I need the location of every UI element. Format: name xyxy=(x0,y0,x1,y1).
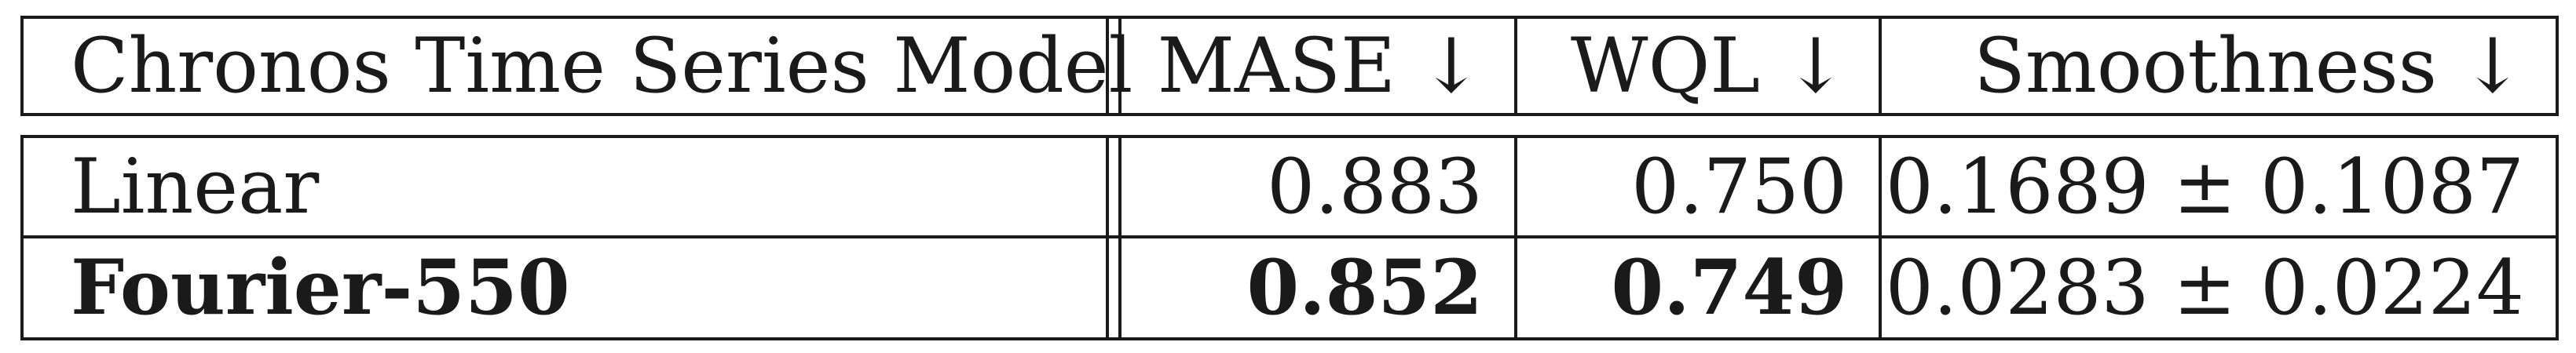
body-top-border xyxy=(20,135,2559,138)
header-bottom-border xyxy=(20,113,2559,116)
row-fourier-wql: 0.749 xyxy=(1611,243,1847,332)
row-fourier-smoothness: 0.0283 ± 0.0224 xyxy=(1885,244,2524,332)
row-separator xyxy=(20,235,2559,238)
double-rule-a-body xyxy=(1106,135,1109,340)
row-fourier-mase: 0.852 xyxy=(1246,243,1483,332)
right-border-header xyxy=(2556,16,2559,116)
double-rule-b-header xyxy=(1118,16,1122,116)
double-rule-b-body xyxy=(1118,135,1122,340)
double-rule-a-header xyxy=(1106,16,1109,116)
left-border-body xyxy=(20,135,24,340)
row-linear-smoothness: 0.1689 ± 0.1087 xyxy=(1885,143,2524,231)
col-divider-1-body xyxy=(1514,135,1517,340)
col-divider-2-body xyxy=(1879,135,1882,340)
row-linear-mase: 0.883 xyxy=(1267,143,1483,231)
header-mase: MASE ↓ xyxy=(1157,22,1483,110)
row-linear-model: Linear xyxy=(71,143,320,231)
col-divider-2-header xyxy=(1879,16,1882,116)
results-table: Chronos Time Series Model MASE ↓ WQL ↓ S… xyxy=(20,16,2559,340)
right-border-body xyxy=(2556,135,2559,340)
col-divider-1-header xyxy=(1514,16,1517,116)
header-smoothness: Smoothness ↓ xyxy=(1974,22,2524,110)
header-model: Chronos Time Series Model xyxy=(71,22,1133,110)
row-linear-wql: 0.750 xyxy=(1631,143,1847,231)
header-wql: WQL ↓ xyxy=(1570,22,1847,110)
left-border-header xyxy=(20,16,24,116)
row-fourier-model: Fourier-550 xyxy=(71,243,570,332)
table-top-border xyxy=(20,16,2559,19)
table-bottom-border xyxy=(20,337,2559,340)
